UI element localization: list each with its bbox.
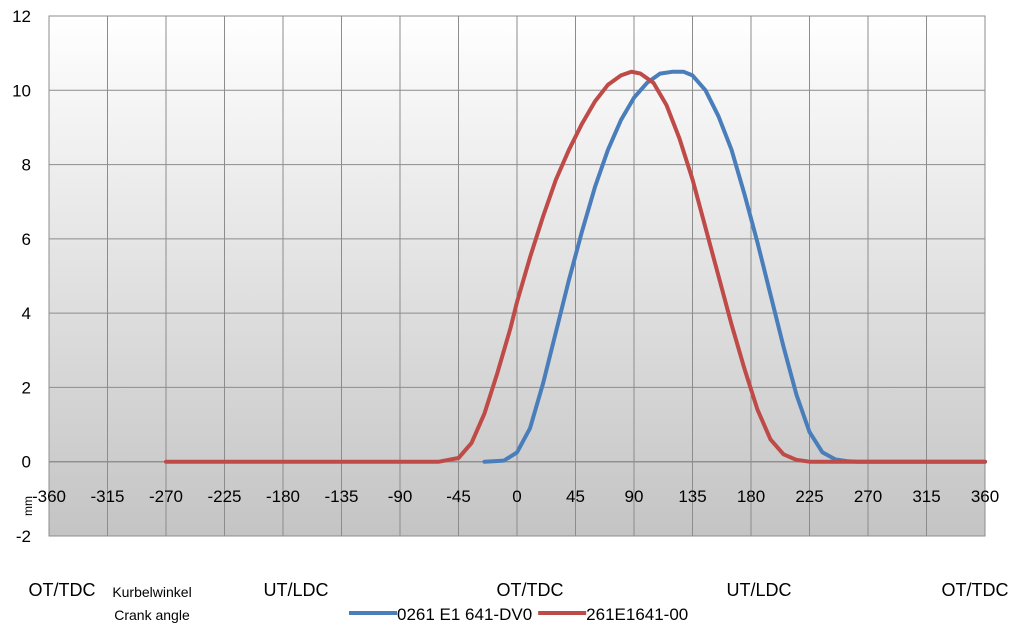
series-lines <box>164 69 987 464</box>
x-tick-label: -315 <box>90 487 124 506</box>
x-tick-label: -225 <box>207 487 241 506</box>
x-axis-label-en: Crank angle <box>114 607 190 623</box>
x-axis-label-de: Kurbelwinkel <box>112 584 191 600</box>
x-tick-label: 270 <box>854 487 882 506</box>
legend-label-2: 261E1641-00 <box>586 605 688 624</box>
y-tick-label: 8 <box>22 156 31 175</box>
legend: 0261 E1 641-DV0 261E1641-00 <box>349 605 688 624</box>
x-axis-tick-labels: -360 -315 -270 -225 -180 -135 -90 -45 0 45 90 135 18… <box>32 487 999 506</box>
position-markers: OT/TDC UT/LDC OT/TDC UT/LDC OT/TDC <box>29 580 1009 600</box>
x-tick-label: -45 <box>446 487 471 506</box>
vertical-gridlines <box>107 16 927 536</box>
position-marker-label: OT/TDC <box>497 580 564 600</box>
position-marker-label: OT/TDC <box>942 580 1009 600</box>
x-tick-label: 0 <box>512 487 521 506</box>
y-axis-tick-labels: -2 0 2 4 6 8 10 12 <box>12 7 31 546</box>
x-tick-label: 225 <box>795 487 823 506</box>
legend-label-1: 0261 E1 641-DV0 <box>397 605 532 624</box>
position-marker-label: OT/TDC <box>29 580 96 600</box>
y-tick-label: -2 <box>16 527 31 546</box>
y-tick-label: 0 <box>22 453 31 472</box>
series-line-2 <box>164 69 987 464</box>
x-tick-label: -180 <box>266 487 300 506</box>
x-tick-label: -360 <box>32 487 66 506</box>
y-axis-label: mm <box>21 496 35 516</box>
y-tick-label: 6 <box>22 230 31 249</box>
position-marker-label: UT/LDC <box>726 580 791 600</box>
x-tick-label: 45 <box>566 487 585 506</box>
x-tick-label: -90 <box>388 487 413 506</box>
x-tick-label: 180 <box>737 487 765 506</box>
x-tick-label: 90 <box>625 487 644 506</box>
position-marker-label: UT/LDC <box>263 580 328 600</box>
y-tick-label: 2 <box>22 378 31 397</box>
x-tick-label: 315 <box>912 487 940 506</box>
x-tick-label: -135 <box>324 487 358 506</box>
y-tick-label: 10 <box>12 81 31 100</box>
y-tick-label: 12 <box>12 7 31 26</box>
x-tick-label: -270 <box>149 487 183 506</box>
y-tick-label: 4 <box>22 304 31 323</box>
x-tick-label: 360 <box>971 487 999 506</box>
x-tick-label: 135 <box>678 487 706 506</box>
